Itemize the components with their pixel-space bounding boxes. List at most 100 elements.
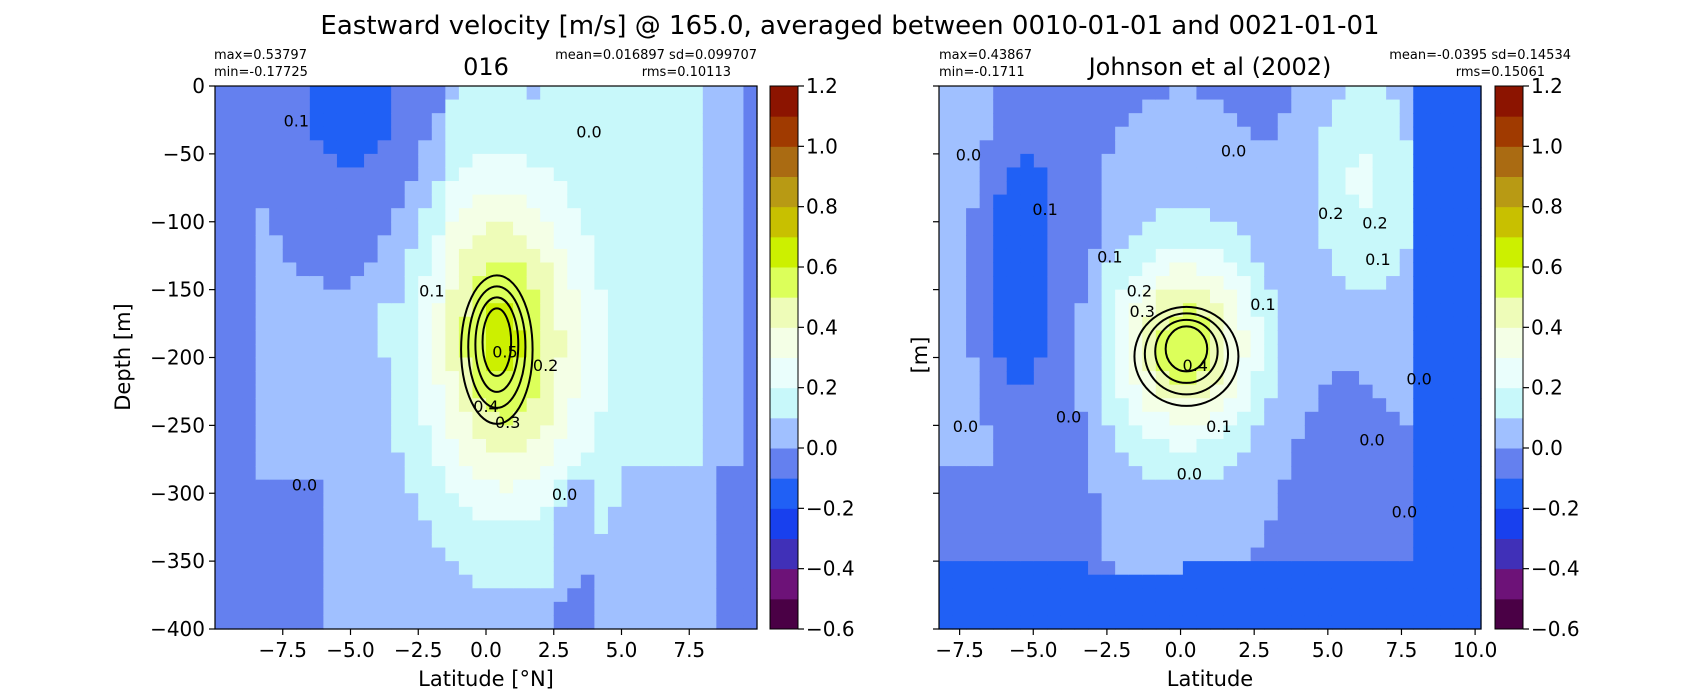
heatmap-cell	[269, 153, 284, 169]
heatmap-cell	[1359, 99, 1374, 114]
heatmap-cell	[939, 398, 954, 413]
heatmap-cell	[458, 398, 474, 413]
heatmap-cell	[1033, 208, 1048, 223]
heatmap-cell	[228, 262, 243, 277]
heatmap-cell	[635, 140, 650, 155]
heatmap-cell	[418, 561, 433, 576]
heatmap-cell	[1413, 181, 1428, 196]
heatmap-cell	[1128, 479, 1143, 494]
heatmap-cell	[1223, 276, 1238, 291]
heatmap-cell	[580, 289, 595, 304]
heatmap-cell	[1115, 615, 1130, 630]
heatmap-cell	[580, 425, 595, 440]
heatmap-cell	[553, 235, 568, 250]
heatmap-cell	[445, 343, 460, 359]
heatmap-cell	[499, 384, 514, 399]
heatmap-cell	[1155, 601, 1170, 617]
heatmap-cell	[309, 303, 324, 318]
heatmap-cell	[1413, 520, 1428, 535]
heatmap-cell	[1115, 289, 1130, 304]
heatmap-cell	[1250, 547, 1265, 562]
heatmap-cell	[1386, 479, 1401, 494]
heatmap-cell	[391, 371, 406, 386]
heatmap-cell	[1182, 140, 1198, 155]
heatmap-cell	[1277, 181, 1292, 196]
heatmap-cell	[1223, 221, 1238, 236]
heatmap-cell	[309, 235, 324, 250]
heatmap-cell	[296, 601, 311, 617]
heatmap-cell	[1277, 371, 1292, 386]
heatmap-cell	[1182, 343, 1198, 359]
heatmap-cell	[282, 601, 297, 617]
heatmap-cell	[1386, 208, 1401, 223]
heatmap-cell	[458, 561, 474, 576]
heatmap-cell	[1155, 615, 1170, 630]
heatmap-cell	[1210, 547, 1225, 562]
heatmap-cell	[1060, 547, 1076, 562]
heatmap-cell	[580, 506, 595, 521]
heatmap-cell	[1237, 438, 1252, 454]
heatmap-cell	[1182, 547, 1198, 562]
colorbar-tick-label: −0.4	[1531, 557, 1580, 581]
heatmap-cell	[567, 561, 582, 576]
heatmap-cell	[993, 113, 1008, 128]
heatmap-cell	[1250, 248, 1265, 264]
heatmap-cell	[675, 208, 690, 223]
heatmap-cell	[377, 99, 392, 114]
heatmap-cell	[1060, 520, 1076, 535]
heatmap-cell	[1237, 452, 1252, 467]
heatmap-cell	[255, 181, 270, 196]
heatmap-cell	[1386, 153, 1401, 169]
heatmap-cell	[743, 99, 758, 114]
x-tick-label: 7.5	[1386, 638, 1418, 662]
heatmap-cell	[607, 140, 623, 155]
heatmap-cell	[1331, 262, 1347, 277]
heatmap-cell	[255, 506, 270, 521]
heatmap-cell	[1250, 506, 1265, 521]
heatmap-cell	[1426, 533, 1441, 549]
heatmap-cell	[675, 113, 690, 128]
heatmap-cell	[1386, 588, 1401, 603]
heatmap-cell	[336, 316, 352, 331]
heatmap-cell	[526, 167, 541, 182]
x-tick-label: 2.5	[1238, 638, 1270, 662]
heatmap-cell	[255, 601, 270, 617]
heatmap-cell	[296, 126, 311, 141]
heatmap-cell	[1142, 167, 1157, 182]
heatmap-cell	[486, 86, 501, 101]
heatmap-cell	[702, 126, 717, 141]
heatmap-cell	[364, 343, 379, 359]
heatmap-cell	[1074, 208, 1089, 223]
heatmap-cell	[255, 479, 270, 494]
colorbar-tick-label: 0.2	[1531, 376, 1563, 400]
heatmap-cell	[458, 86, 474, 101]
heatmap-cell	[966, 113, 981, 128]
heatmap-cell	[458, 140, 474, 155]
heatmap-cell	[1318, 248, 1333, 264]
heatmap-cell	[526, 194, 541, 209]
heatmap-cell	[445, 330, 460, 345]
heatmap-cell	[445, 398, 460, 413]
heatmap-cell	[1223, 411, 1238, 426]
right-plot-area: 0.0 0.00.1 0.20.20.1 0.10.20.3 0.10.40.00.00…	[938, 85, 1482, 630]
heatmap-cell	[702, 615, 717, 630]
heatmap-cell	[336, 86, 352, 101]
heatmap-cell	[431, 262, 446, 277]
heatmap-cell	[377, 371, 392, 386]
heatmap-cell	[1169, 520, 1184, 535]
heatmap-cell	[1169, 384, 1184, 399]
heatmap-cell	[296, 425, 311, 440]
heatmap-cell	[635, 357, 650, 372]
heatmap-cell	[1155, 235, 1170, 250]
heatmap-cell	[1453, 167, 1469, 182]
heatmap-cell	[979, 574, 994, 589]
y-tick-label: −350	[150, 549, 205, 573]
heatmap-cell	[1088, 493, 1103, 508]
heatmap-cell	[966, 547, 981, 562]
heatmap-cell	[1264, 493, 1279, 508]
heatmap-cell	[675, 330, 690, 345]
heatmap-cell	[675, 194, 690, 209]
heatmap-cell	[1426, 276, 1441, 291]
heatmap-cell	[1128, 99, 1143, 114]
heatmap-cell	[350, 153, 365, 169]
